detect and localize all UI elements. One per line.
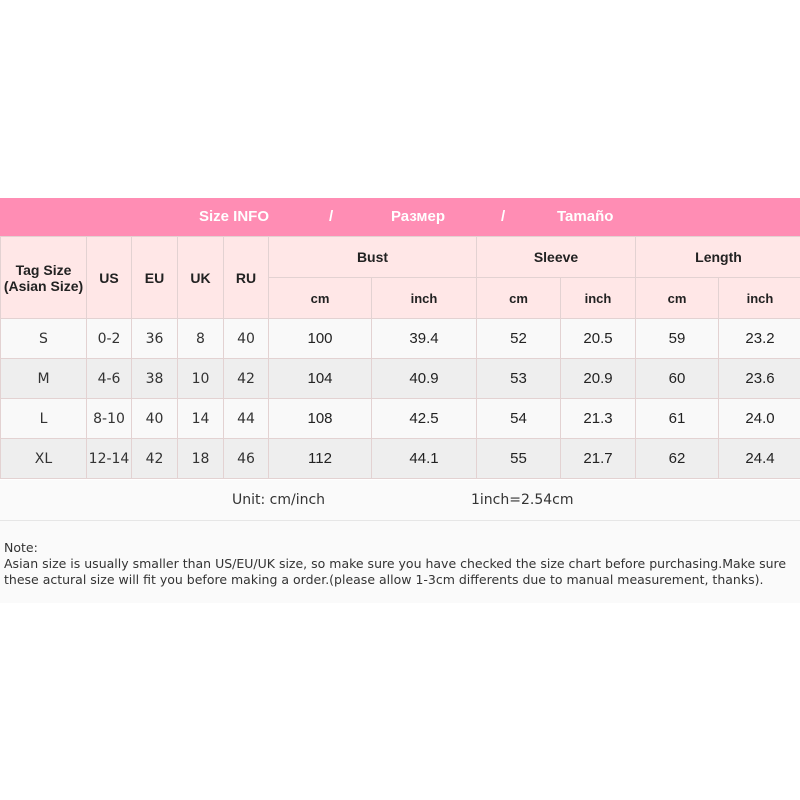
table-cell: 54 xyxy=(476,398,561,439)
table-row: XL 12-14 42 18 46 112 44.1 55 21.7 62 24.4 xyxy=(0,438,800,479)
table-cell: 55 xyxy=(476,438,561,479)
unit-label: Unit: cm/inch xyxy=(232,492,326,508)
table-cell: 42 xyxy=(131,438,178,479)
header-length: Length xyxy=(635,236,800,278)
table-cell: 0-2 xyxy=(86,318,132,359)
title-separator: / xyxy=(501,208,506,225)
table-cell: 60 xyxy=(635,358,719,399)
table-cell: 4-6 xyxy=(86,358,132,399)
table-row: L 8-10 40 14 44 108 42.5 54 21.3 61 24.0 xyxy=(0,398,800,439)
header-sleeve-inch: inch xyxy=(560,277,636,319)
table-cell: XL xyxy=(0,438,87,479)
table-cell: M xyxy=(0,358,87,399)
table-cell: 36 xyxy=(131,318,178,359)
title-separator: / xyxy=(329,208,334,225)
note-line: these actural size will fit you before m… xyxy=(4,572,764,587)
table-cell: 21.7 xyxy=(560,438,636,479)
header-tag-size: Tag Size (Asian Size) xyxy=(0,236,87,319)
header-sleeve-cm: cm xyxy=(476,277,561,319)
table-cell: 40.9 xyxy=(371,358,477,399)
table-cell: 23.2 xyxy=(718,318,800,359)
table-cell: 53 xyxy=(476,358,561,399)
header-uk: UK xyxy=(177,236,224,319)
table-cell: 108 xyxy=(268,398,372,439)
table-cell: 62 xyxy=(635,438,719,479)
table-cell: 38 xyxy=(131,358,178,399)
table-cell: 100 xyxy=(268,318,372,359)
table-cell: 59 xyxy=(635,318,719,359)
header-bust: Bust xyxy=(268,236,477,278)
header-us: US xyxy=(86,236,132,319)
header-bust-cm: cm xyxy=(268,277,372,319)
table-cell: 21.3 xyxy=(560,398,636,439)
size-table: Tag Size (Asian Size) US EU UK RU Bust S… xyxy=(0,236,800,479)
unit-conversion: 1inch=2.54cm xyxy=(471,492,574,508)
table-cell: 44.1 xyxy=(371,438,477,479)
table-cell: 40 xyxy=(131,398,178,439)
header-eu: EU xyxy=(131,236,178,319)
header-length-inch: inch xyxy=(718,277,800,319)
table-cell: 20.5 xyxy=(560,318,636,359)
table-cell: L xyxy=(0,398,87,439)
table-cell: 40 xyxy=(223,318,269,359)
title-english: Size INFO xyxy=(199,208,270,225)
table-cell: 24.4 xyxy=(718,438,800,479)
table-cell: 20.9 xyxy=(560,358,636,399)
table-cell: 104 xyxy=(268,358,372,399)
table-cell: 18 xyxy=(177,438,224,479)
table-cell: 42 xyxy=(223,358,269,399)
table-cell: 14 xyxy=(177,398,224,439)
table-cell: 8 xyxy=(177,318,224,359)
table-cell: 39.4 xyxy=(371,318,477,359)
note-section: Note: Asian size is usually smaller than… xyxy=(0,521,800,603)
unit-row: Unit: cm/inch 1inch=2.54cm xyxy=(0,480,800,521)
table-cell: 46 xyxy=(223,438,269,479)
table-row: M 4-6 38 10 42 104 40.9 53 20.9 60 23.6 xyxy=(0,358,800,399)
header-bust-inch: inch xyxy=(371,277,477,319)
size-chart-title-bar: Size INFO / Размер / Tamaño xyxy=(0,198,800,236)
table-cell: S xyxy=(0,318,87,359)
table-cell: 24.0 xyxy=(718,398,800,439)
table-cell: 52 xyxy=(476,318,561,359)
table-cell: 10 xyxy=(177,358,224,399)
table-cell: 61 xyxy=(635,398,719,439)
title-russian: Размер xyxy=(391,208,446,225)
header-ru: RU xyxy=(223,236,269,319)
table-row: S 0-2 36 8 40 100 39.4 52 20.5 59 23.2 xyxy=(0,318,800,359)
header-length-cm: cm xyxy=(635,277,719,319)
table-cell: 112 xyxy=(268,438,372,479)
note-heading: Note: xyxy=(4,540,38,555)
table-cell: 23.6 xyxy=(718,358,800,399)
table-cell: 44 xyxy=(223,398,269,439)
title-spanish: Tamaño xyxy=(557,208,614,225)
table-cell: 8-10 xyxy=(86,398,132,439)
table-cell: 42.5 xyxy=(371,398,477,439)
header-sleeve: Sleeve xyxy=(476,236,636,278)
note-line: Asian size is usually smaller than US/EU… xyxy=(4,556,787,571)
table-cell: 12-14 xyxy=(86,438,132,479)
